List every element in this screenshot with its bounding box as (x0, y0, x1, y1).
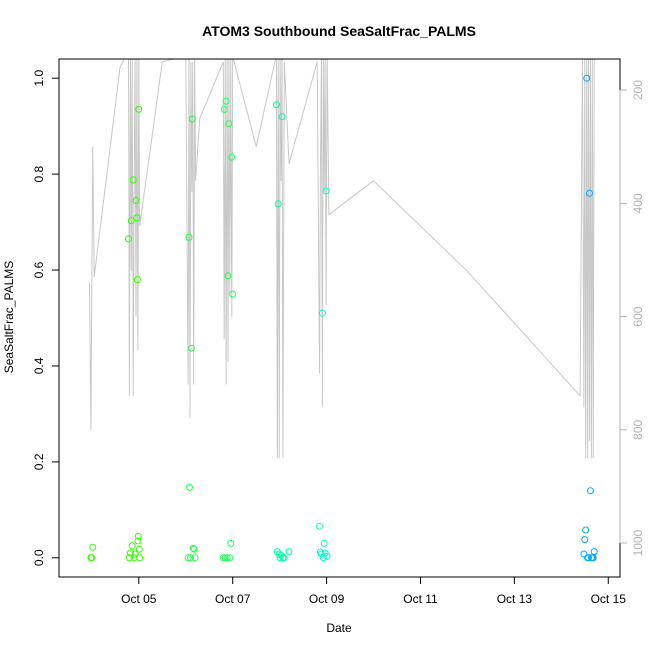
secondary-y-tick-label: 400 (631, 193, 645, 213)
secondary-y-tick-label: 1000 (631, 529, 645, 556)
data-point (227, 539, 235, 547)
data-point (128, 542, 136, 550)
data-point (274, 200, 282, 208)
data-point (127, 217, 135, 225)
data-point (220, 105, 228, 113)
y-tick-label: 0.2 (32, 453, 46, 470)
data-point (133, 276, 141, 284)
data-point (187, 344, 195, 352)
data-point (583, 74, 591, 82)
data-point (219, 554, 227, 562)
y-tick-label: 0.4 (32, 357, 46, 374)
y-tick-label: 1.0 (32, 70, 46, 87)
data-point (275, 550, 283, 558)
data-point (323, 552, 331, 560)
data-point (186, 483, 193, 491)
secondary-y-tick-label: 200 (631, 80, 645, 100)
data-point (131, 550, 139, 558)
data-point (185, 233, 193, 241)
data-point (320, 539, 328, 547)
data-point (132, 197, 140, 204)
data-point (321, 549, 329, 557)
y-axis: 0.0 0.2 0.4 0.6 0.8 1.0 (32, 70, 60, 566)
y-tick-label: 0.6 (32, 261, 46, 278)
data-point (317, 550, 325, 558)
data-point (223, 554, 231, 562)
data-point (189, 544, 197, 552)
data-point (319, 554, 327, 562)
data-point (272, 101, 280, 109)
data-point (135, 105, 143, 113)
y-axis-label: SeaSaltFrac_PALMS (2, 261, 16, 374)
data-point (136, 554, 144, 562)
data-point (89, 543, 97, 551)
data-point (278, 113, 286, 121)
points-layer (87, 74, 598, 562)
data-point (133, 214, 141, 222)
data-point (225, 120, 233, 128)
x-axis-label: Date (326, 621, 352, 635)
data-point (322, 187, 330, 195)
data-point (318, 309, 326, 317)
x-tick-label: Oct 13 (497, 592, 533, 606)
data-point (586, 487, 594, 495)
data-point (586, 189, 593, 197)
chart-title: ATOM3 Southbound SeaSaltFrac_PALMS (202, 23, 476, 39)
data-point (229, 290, 237, 298)
data-point (285, 548, 293, 556)
data-point (580, 550, 588, 558)
data-point (188, 115, 196, 123)
y-tick-label: 0.8 (32, 165, 46, 182)
data-point (191, 554, 199, 562)
data-point (88, 554, 96, 562)
data-point (126, 549, 134, 557)
data-point (134, 532, 142, 540)
x-axis: Oct 05 Oct 07 Oct 09 Oct 11 Oct 13 Oct 15 (121, 576, 627, 606)
data-point (221, 554, 229, 562)
x-tick-label: Oct 05 (121, 592, 157, 606)
x-tick-label: Oct 09 (309, 592, 345, 606)
data-point (135, 545, 143, 553)
data-point (129, 176, 137, 184)
data-point (316, 522, 323, 530)
data-point (590, 548, 598, 556)
secondary-y-axis: 200 400 600 800 1000 (619, 80, 645, 556)
data-point (222, 97, 230, 105)
x-tick-label: Oct 07 (215, 592, 251, 606)
data-point (184, 554, 192, 562)
data-point (585, 554, 592, 562)
data-point (226, 554, 234, 562)
data-point (134, 537, 142, 545)
x-tick-label: Oct 15 (591, 592, 627, 606)
data-point (224, 272, 232, 280)
data-point (125, 235, 132, 243)
secondary-line-layer (89, 59, 595, 459)
data-point (280, 554, 288, 562)
data-point (582, 526, 590, 534)
data-point (186, 554, 194, 562)
data-point (125, 554, 133, 562)
data-point (581, 536, 589, 544)
data-point (228, 153, 236, 161)
secondary-y-tick-label: 800 (631, 419, 645, 439)
secondary-y-tick-label: 600 (631, 306, 645, 326)
data-point (190, 545, 198, 553)
x-tick-label: Oct 11 (403, 592, 438, 606)
y-tick-label: 0.0 (32, 549, 46, 566)
secondary-series-line (89, 59, 595, 459)
